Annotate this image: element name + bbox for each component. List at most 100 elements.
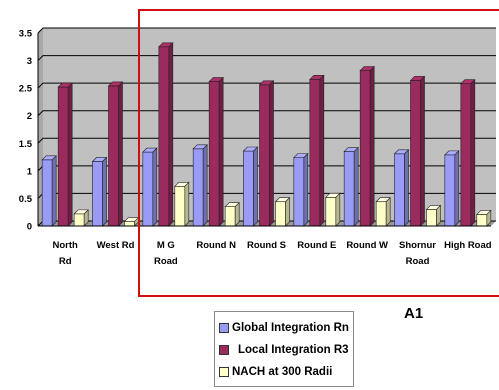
bar-side (118, 81, 123, 227)
bar-front (444, 154, 456, 227)
bar-front (243, 150, 254, 227)
bar-front (460, 83, 472, 227)
bar-side (303, 152, 309, 227)
gridline (37, 55, 496, 61)
plot-side-wall (38, 28, 43, 226)
bar-side (269, 80, 274, 227)
bar-2 (107, 81, 124, 227)
bar-3 (325, 192, 341, 227)
bar-front (92, 161, 103, 227)
bar-1 (192, 144, 208, 227)
bar-2 (409, 75, 426, 227)
bar-side (420, 75, 425, 227)
bar-1 (393, 149, 410, 227)
bar-side (102, 156, 107, 227)
bar-3 (73, 209, 89, 227)
bar-side (152, 147, 158, 227)
bar-side (385, 197, 391, 227)
y-tick-label: 1.5 (19, 139, 33, 150)
bar-1 (293, 152, 309, 227)
gridline (37, 27, 496, 34)
x-tick-label: Round N (196, 240, 236, 251)
x-tick-label: North (53, 240, 79, 251)
bar-side (486, 209, 492, 227)
y-tick-label: 3 (27, 56, 32, 67)
legend-item-nach: NACH at 300 Radii (219, 361, 353, 383)
bar-side (51, 155, 57, 227)
bar-front (208, 81, 220, 227)
bar-side (83, 209, 89, 227)
bar-front (192, 148, 204, 227)
x-tick-label: Road (406, 256, 430, 267)
y-tick-label: 2 (27, 111, 32, 122)
bar-2 (158, 42, 174, 227)
bar-front (73, 213, 85, 227)
highlight-box (138, 9, 499, 297)
x-tick-label: Road (154, 256, 178, 267)
bar-3 (425, 204, 442, 227)
bar-1 (343, 146, 359, 227)
bar-front (410, 80, 421, 227)
bar-front (359, 70, 371, 227)
legend-label: Local Integration R3 (238, 344, 349, 356)
legend-swatch (219, 345, 229, 355)
bar-front (325, 197, 337, 227)
bar-side (67, 82, 73, 227)
bar-3 (274, 197, 291, 227)
x-tick-label: West Rd (97, 240, 135, 251)
bar-3 (174, 181, 190, 227)
bar-1 (142, 147, 158, 227)
bar-2 (208, 76, 224, 227)
bar-front (124, 221, 135, 227)
x-tick-label: Rd (59, 256, 72, 267)
bar-front (293, 157, 305, 227)
bar-front (426, 209, 437, 227)
bar-front (108, 85, 119, 227)
x-tick-label: Round E (297, 240, 336, 251)
bar-front (476, 214, 488, 227)
annotation-label: A1 (404, 305, 423, 322)
bar-front (224, 206, 236, 227)
bar-front (142, 151, 154, 227)
bar-front (343, 151, 355, 227)
bar-front (57, 86, 69, 227)
bar-2 (258, 80, 275, 227)
bar-3 (375, 197, 391, 227)
bar-1 (91, 156, 108, 227)
gridline (37, 110, 496, 117)
bar-side (285, 197, 290, 227)
bar-front (375, 201, 387, 227)
y-tick-label: 2.5 (19, 84, 33, 95)
bar-side (218, 76, 224, 227)
x-tick-label: High Road (444, 240, 492, 251)
gridline (37, 82, 496, 89)
bar-side (184, 181, 190, 227)
legend-item-global-integration: Global Integration Rn (219, 317, 353, 339)
bar-2 (57, 82, 73, 227)
bar-side (470, 79, 476, 227)
bar-side (168, 42, 174, 227)
bar-front (174, 185, 186, 227)
bar-front (158, 46, 170, 227)
bar-front (309, 79, 321, 227)
bar-2 (309, 74, 325, 227)
gridline (37, 137, 496, 144)
bar-side (319, 74, 325, 227)
legend-swatch (219, 323, 229, 333)
bar-2 (359, 65, 375, 227)
bar-side (404, 149, 409, 227)
legend: Global Integration Rn Local Integration … (214, 311, 354, 387)
bar-side (234, 201, 240, 227)
legend-label: NACH at 300 Radii (232, 366, 333, 378)
x-tick-label: Round S (247, 240, 286, 251)
bar-1 (242, 146, 259, 227)
bar-front (259, 84, 270, 227)
bar-side (436, 204, 441, 227)
bar-side (202, 144, 208, 227)
bar-3 (476, 209, 492, 227)
bar-1 (444, 150, 460, 227)
bar-side (369, 65, 375, 227)
y-tick-label: 0.5 (19, 194, 33, 205)
bar-1 (41, 155, 57, 227)
legend-item-local-integration: Local Integration R3 (219, 339, 353, 361)
